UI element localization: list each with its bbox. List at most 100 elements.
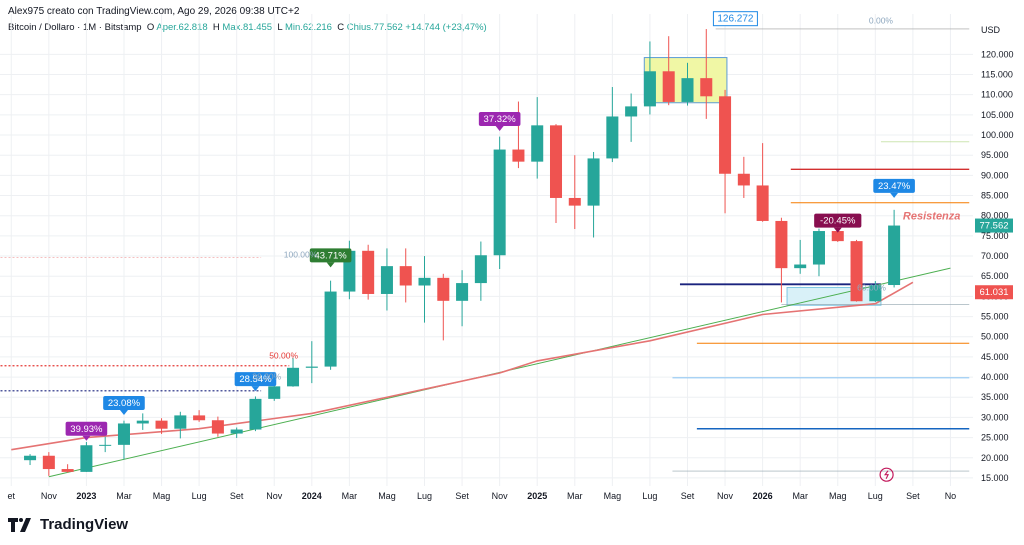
candle-body xyxy=(756,185,769,221)
candle-body xyxy=(700,78,713,97)
candle-body xyxy=(249,398,262,430)
candle-body xyxy=(493,149,506,256)
x-tick-label: 2024 xyxy=(302,491,322,501)
candle-body xyxy=(662,71,675,102)
open-value: Aper.62.818 xyxy=(156,22,208,33)
x-tick-label: Lug xyxy=(417,491,432,501)
change-value: +14.744 (+23,47%) xyxy=(405,22,487,33)
y-tick-label: 15.000 xyxy=(981,473,1009,483)
percent-badge-label: 28.54% xyxy=(239,374,272,385)
y-tick-label: 90.000 xyxy=(981,170,1009,180)
x-tick-label: Nov xyxy=(41,491,58,501)
price-tag-label: 77.562 xyxy=(979,221,1008,232)
y-tick-label: 120.000 xyxy=(981,49,1014,59)
symbol-label: Bitcoin / Dollaro · 1M · Bitstamp xyxy=(8,22,142,33)
tradingview-logo-icon xyxy=(8,517,31,532)
x-tick-label: Mar xyxy=(116,491,132,501)
percent-badge-pointer xyxy=(833,227,842,233)
price-tag-box xyxy=(975,218,1013,233)
y-tick-label: 50.000 xyxy=(981,332,1009,342)
y-tick-label: 105.000 xyxy=(981,110,1014,120)
percent-badge-label: -20.45% xyxy=(820,216,856,227)
candle-body xyxy=(568,197,581,206)
candle-body xyxy=(324,291,337,367)
price-tag-label: 61.031 xyxy=(979,287,1008,298)
percent-badge-box xyxy=(873,178,915,193)
open-label: O xyxy=(146,22,155,33)
candle-body xyxy=(362,250,375,294)
candle-body xyxy=(850,241,863,302)
y-tick-label: 75.000 xyxy=(981,231,1009,241)
candle-body xyxy=(399,266,412,286)
candle-body xyxy=(211,420,224,434)
x-tick-label: Nov xyxy=(266,491,283,501)
close-value: Chius.77.562 xyxy=(346,22,403,33)
x-tick-label: Mag xyxy=(604,491,622,501)
y-tick-label: 25.000 xyxy=(981,433,1009,443)
percent-badge-pointer xyxy=(890,192,899,198)
y-tick-label: 45.000 xyxy=(981,352,1009,362)
x-tick-label: Mar xyxy=(567,491,583,501)
candle-body xyxy=(643,71,656,107)
percent-badge-pointer xyxy=(251,386,260,392)
percent-badge-label: 39.93% xyxy=(70,424,103,435)
candle-body xyxy=(380,266,393,294)
fib-level-label: 50.00% xyxy=(269,351,298,361)
percent-badge-box xyxy=(234,372,277,387)
price-tag-box xyxy=(975,285,1013,300)
y-tick-label: 80.000 xyxy=(981,211,1009,221)
y-tick-label: 115.000 xyxy=(981,70,1013,80)
percent-badge-box xyxy=(309,248,352,263)
y-tick-label: 30.000 xyxy=(981,412,1009,422)
percent-badge-pointer xyxy=(495,125,504,131)
x-tick-label: 2025 xyxy=(527,491,547,501)
ohlc-legend: Bitcoin / Dollaro · 1M · Bitstamp O Aper… xyxy=(8,22,487,33)
fib-level-label: 100.00% xyxy=(284,250,318,260)
percent-badge-label: 23.08% xyxy=(108,398,141,409)
x-tick-label: 2023 xyxy=(76,491,96,501)
resistance-label: Resistenza xyxy=(903,211,960,223)
percent-badge-pointer xyxy=(119,409,128,415)
close-label: C xyxy=(337,22,345,33)
candle-body xyxy=(155,420,168,429)
x-tick-label: Set xyxy=(906,491,920,501)
x-tick-label: Set xyxy=(455,491,469,501)
candle-body xyxy=(99,444,112,446)
x-tick-label: 2026 xyxy=(753,491,773,501)
x-tick-label: Lug xyxy=(192,491,207,501)
x-tick-label: Nov xyxy=(717,491,734,501)
candle-body xyxy=(512,149,525,162)
candle-body xyxy=(437,277,450,301)
brand-name: TradingView xyxy=(40,516,129,533)
candle-body xyxy=(606,116,619,159)
candle-body xyxy=(136,420,149,424)
percent-badge-label: 23.47% xyxy=(878,181,911,192)
y-tick-label: 65.000 xyxy=(981,271,1009,281)
candle-body xyxy=(61,469,74,472)
percent-badge-box xyxy=(65,421,108,436)
x-tick-label: et xyxy=(8,491,16,501)
percent-badge-pointer xyxy=(82,435,91,441)
x-tick-label: Mag xyxy=(829,491,847,501)
candle-body xyxy=(775,220,788,269)
high-callout-label: 126.272 xyxy=(717,14,754,25)
y-tick-label: 40.000 xyxy=(981,372,1009,382)
y-tick-label: 110.000 xyxy=(981,90,1013,100)
high-callout-box xyxy=(712,11,758,27)
candle-body xyxy=(24,455,37,461)
y-tick-label: 35.000 xyxy=(981,392,1009,402)
y-tick-label: 20.000 xyxy=(981,453,1009,463)
fib-level-label: 38.20% xyxy=(252,371,281,381)
fib-level-label: 60.00% xyxy=(857,283,886,293)
event-icon xyxy=(879,467,894,482)
candle-body xyxy=(268,386,281,399)
x-tick-label: Set xyxy=(230,491,244,501)
candle-body xyxy=(812,231,825,265)
percent-badge-box xyxy=(814,213,862,228)
candle-body xyxy=(474,255,487,284)
candle-body xyxy=(193,415,206,421)
event-bolt-icon xyxy=(883,470,889,479)
candle-body xyxy=(456,283,469,301)
high-label: H xyxy=(212,22,220,33)
